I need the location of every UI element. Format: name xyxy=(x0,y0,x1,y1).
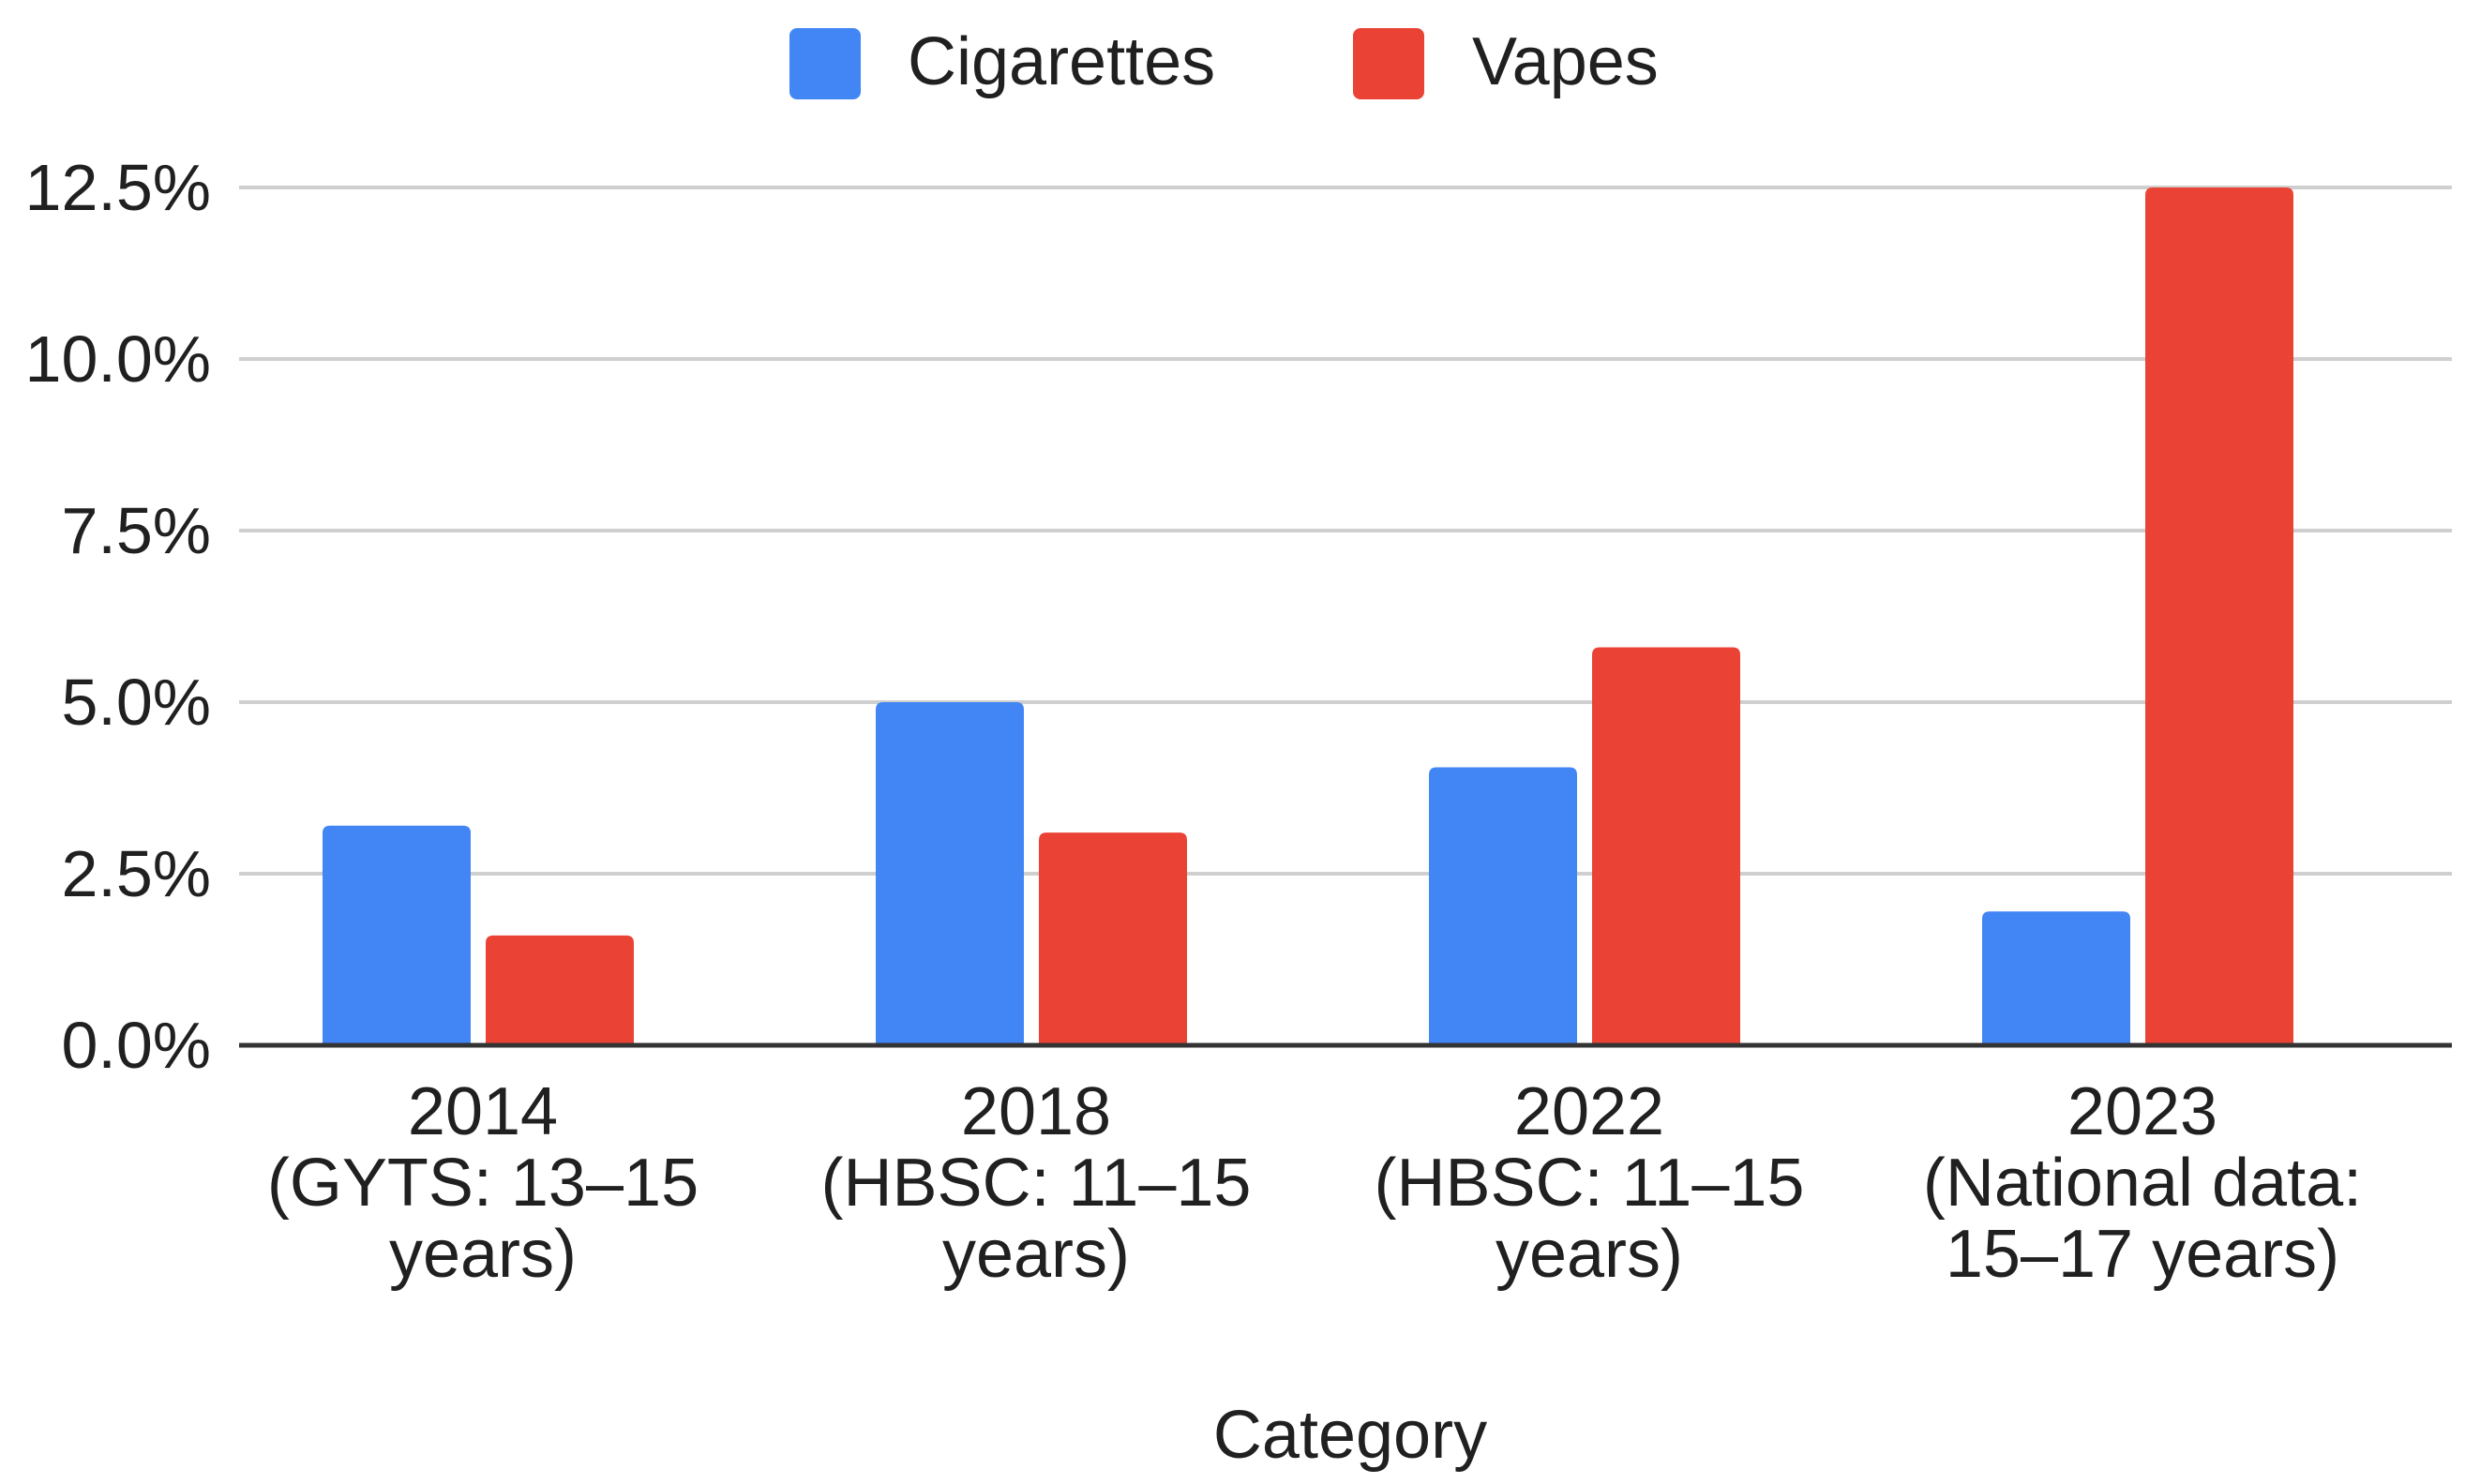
y-tick-label: 12.5% xyxy=(25,151,211,224)
x-category-label-line: (HBSC: 11–15 xyxy=(1375,1146,1805,1221)
legend: Cigarettes Vapes xyxy=(789,24,1659,99)
x-category-label-line: years) xyxy=(389,1217,577,1292)
x-category-label-line: 2022 xyxy=(1514,1074,1664,1149)
x-category-label-line: 2023 xyxy=(2067,1074,2217,1149)
y-tick-label: 5.0% xyxy=(61,666,211,739)
x-category-label-line: (HBSC: 11–15 xyxy=(821,1146,1252,1221)
legend-swatch-vapes xyxy=(1353,28,1424,99)
legend-swatch-cigarettes xyxy=(789,28,861,99)
bars xyxy=(323,187,2293,1045)
legend-label-vapes: Vapes xyxy=(1472,24,1659,99)
gridlines xyxy=(239,186,2452,876)
bar-cigarettes-2 xyxy=(1429,767,1577,1045)
x-category-label-line: 15–17 years) xyxy=(1946,1217,2339,1292)
y-tick-label: 0.0% xyxy=(61,1009,211,1082)
y-axis-tick-labels: 0.0% 2.5% 5.0% 7.5% 10.0% 12.5% xyxy=(25,151,211,1082)
y-tick-label: 10.0% xyxy=(25,322,211,396)
x-category-label: 2022 (HBSC: 11–15 years) xyxy=(1375,1074,1805,1292)
x-category-label-line: (National data: xyxy=(1923,1146,2362,1221)
x-axis-category-labels: 2014 (GYTS: 13–15 years)2018 (HBSC: 11–15 ye… xyxy=(267,1074,2362,1292)
x-category-label: 2018 (HBSC: 11–15 years) xyxy=(821,1074,1252,1292)
bar-vapes-3 xyxy=(2145,187,2293,1045)
x-category-label-line: years) xyxy=(1496,1217,1683,1292)
x-axis-title: Category xyxy=(1213,1398,1487,1473)
bar-vapes-0 xyxy=(486,935,634,1045)
x-category-label-line: 2014 xyxy=(408,1074,558,1149)
bar-vapes-1 xyxy=(1039,832,1187,1045)
x-category-label-line: 2018 xyxy=(961,1074,1111,1149)
bar-vapes-2 xyxy=(1592,647,1740,1045)
x-category-label-line: years) xyxy=(942,1217,1130,1292)
y-tick-label: 2.5% xyxy=(61,837,211,910)
x-category-label: 2023 (National data: 15–17 years) xyxy=(1923,1074,2362,1292)
x-category-label-line: (GYTS: 13–15 xyxy=(267,1146,699,1221)
bar-cigarettes-1 xyxy=(876,702,1024,1045)
x-category-label: 2014 (GYTS: 13–15 years) xyxy=(267,1074,699,1292)
bar-cigarettes-0 xyxy=(323,825,471,1045)
legend-label-cigarettes: Cigarettes xyxy=(908,24,1215,99)
bar-cigarettes-3 xyxy=(1982,911,2130,1045)
y-tick-label: 7.5% xyxy=(61,494,211,567)
